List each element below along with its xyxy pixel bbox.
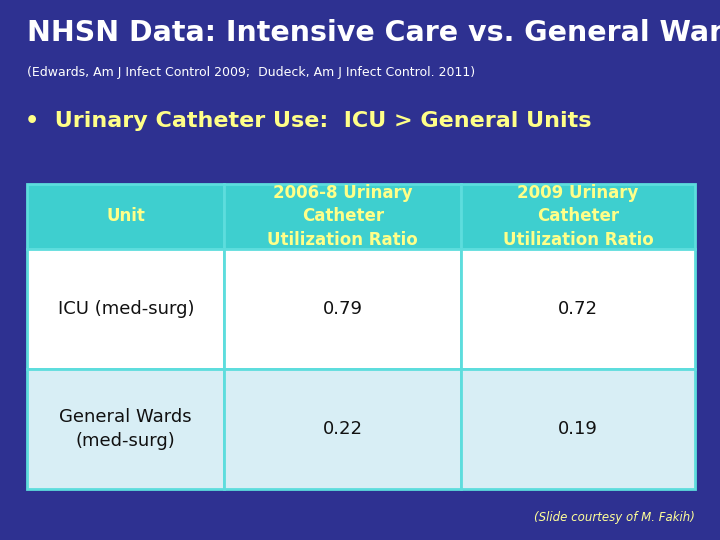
Bar [224,369,462,489]
Text: •  Urinary Catheter Use:  ICU > General Units: • Urinary Catheter Use: ICU > General Un… [25,111,592,131]
Bar [224,249,462,369]
Bar [27,184,224,249]
Text: (Slide courtesy of M. Fakih): (Slide courtesy of M. Fakih) [534,511,695,524]
Text: ICU (med-surg): ICU (med-surg) [58,300,194,318]
Text: Unit: Unit [107,207,145,225]
Bar [462,184,695,249]
Text: 2006-8 Urinary
Catheter
Utilization Ratio: 2006-8 Urinary Catheter Utilization Rati… [267,184,418,249]
Text: General Wards
(med-surg): General Wards (med-surg) [60,408,192,450]
Bar [462,249,695,369]
Text: 0.72: 0.72 [558,300,598,318]
Bar [27,249,224,369]
Text: 0.79: 0.79 [323,300,363,318]
Text: 2009 Urinary
Catheter
Utilization Ratio: 2009 Urinary Catheter Utilization Ratio [503,184,653,249]
Bar [27,369,224,489]
Text: NHSN Data: Intensive Care vs. General Wards: NHSN Data: Intensive Care vs. General Wa… [27,19,720,47]
Text: 0.19: 0.19 [558,420,598,438]
Text: 0.22: 0.22 [323,420,363,438]
Text: (Edwards, Am J Infect Control 2009;  Dudeck, Am J Infect Control. 2011): (Edwards, Am J Infect Control 2009; Dude… [27,66,475,79]
Bar [462,369,695,489]
Bar [224,184,462,249]
